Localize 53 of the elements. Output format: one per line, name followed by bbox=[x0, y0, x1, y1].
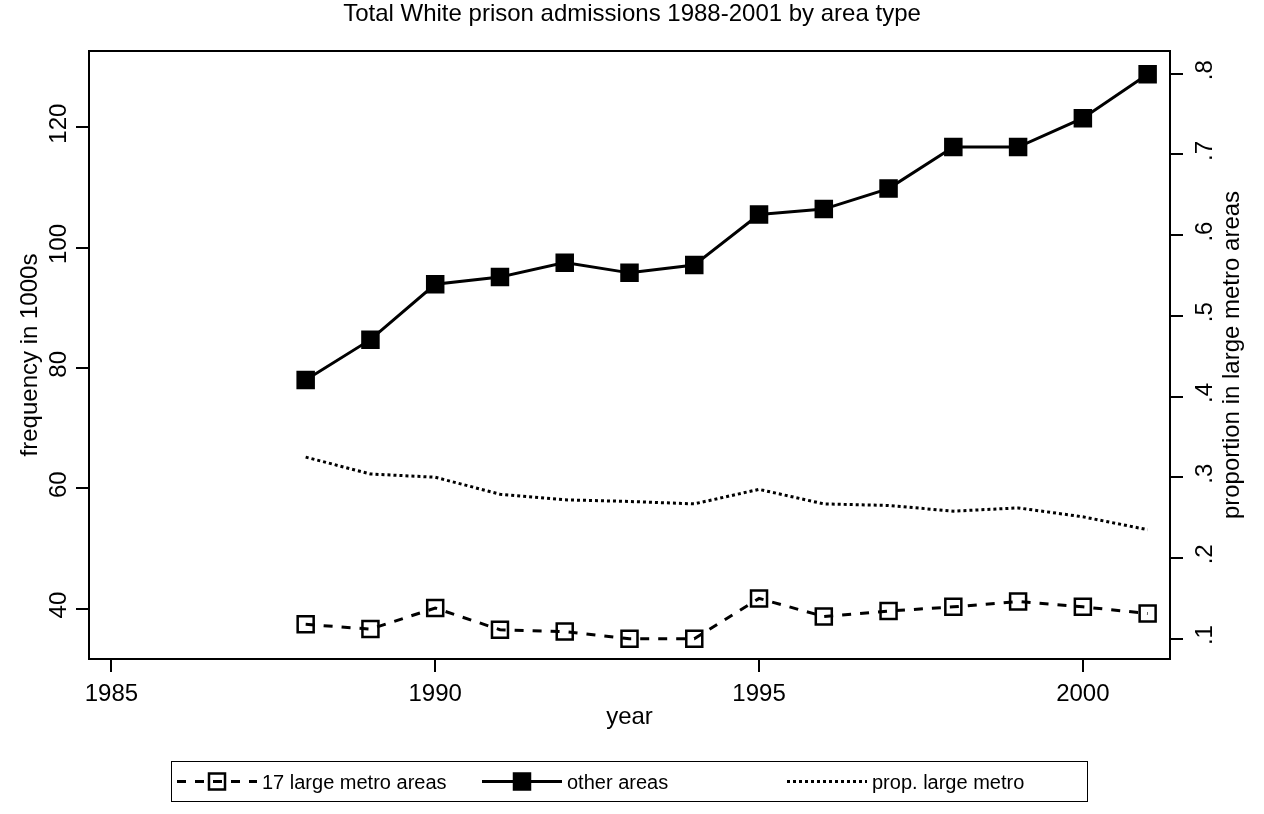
y2-tick-label: .3 bbox=[1189, 463, 1217, 484]
legend-label: other areas bbox=[567, 771, 669, 794]
y2-tick-label: .2 bbox=[1189, 544, 1217, 565]
point bbox=[944, 597, 963, 617]
y2-tick-label: .7 bbox=[1189, 140, 1217, 161]
point bbox=[944, 137, 963, 157]
point bbox=[620, 629, 639, 648]
y2-axis-title: proportion in large metro areas bbox=[1216, 190, 1244, 520]
point bbox=[1008, 137, 1028, 157]
y-tick-label: 100 bbox=[44, 223, 72, 264]
y-tick-label: 60 bbox=[44, 471, 72, 499]
y-tick-label: 40 bbox=[44, 591, 72, 619]
y2-tick-label: .1 bbox=[1189, 625, 1217, 646]
point bbox=[361, 330, 380, 349]
point bbox=[490, 620, 510, 639]
point bbox=[425, 598, 445, 618]
point bbox=[425, 275, 445, 294]
point bbox=[1138, 65, 1157, 84]
y2-tick-label: .8 bbox=[1189, 60, 1217, 81]
point bbox=[685, 255, 704, 275]
point bbox=[749, 205, 769, 224]
point bbox=[490, 267, 510, 287]
point bbox=[361, 619, 380, 639]
point bbox=[814, 607, 834, 626]
chart-title: Total White prison admissions 1988-2001 by area type bbox=[343, 0, 921, 26]
point bbox=[555, 622, 574, 641]
x-tick-label: 1995 bbox=[732, 678, 786, 706]
point bbox=[1008, 592, 1028, 611]
y-axis-title: frequency in 1000s bbox=[15, 253, 42, 457]
point bbox=[1073, 108, 1093, 128]
x-tick-label: 1985 bbox=[84, 678, 139, 706]
point bbox=[1138, 604, 1157, 623]
x-tick-label: 2000 bbox=[1056, 678, 1110, 706]
line-series bbox=[304, 455, 1150, 532]
point bbox=[296, 615, 315, 634]
y-tick-label: 120 bbox=[44, 103, 72, 144]
point bbox=[814, 199, 834, 219]
point bbox=[879, 179, 898, 198]
y2-tick-label: .6 bbox=[1189, 221, 1217, 242]
point bbox=[296, 370, 315, 390]
point bbox=[1073, 597, 1093, 617]
point bbox=[555, 253, 574, 272]
y2-tick-label: .4 bbox=[1189, 382, 1217, 403]
y-tick-label: 80 bbox=[44, 350, 72, 378]
x-tick-label: 1990 bbox=[408, 678, 462, 706]
y2-tick-label: .5 bbox=[1189, 302, 1217, 323]
point bbox=[879, 601, 898, 621]
point bbox=[685, 629, 704, 648]
point bbox=[620, 263, 639, 283]
x-axis-title: year bbox=[606, 701, 653, 729]
legend-label: 17 large metro areas bbox=[262, 771, 447, 794]
point bbox=[749, 589, 769, 608]
legend-label: prop. large metro bbox=[872, 771, 1025, 794]
